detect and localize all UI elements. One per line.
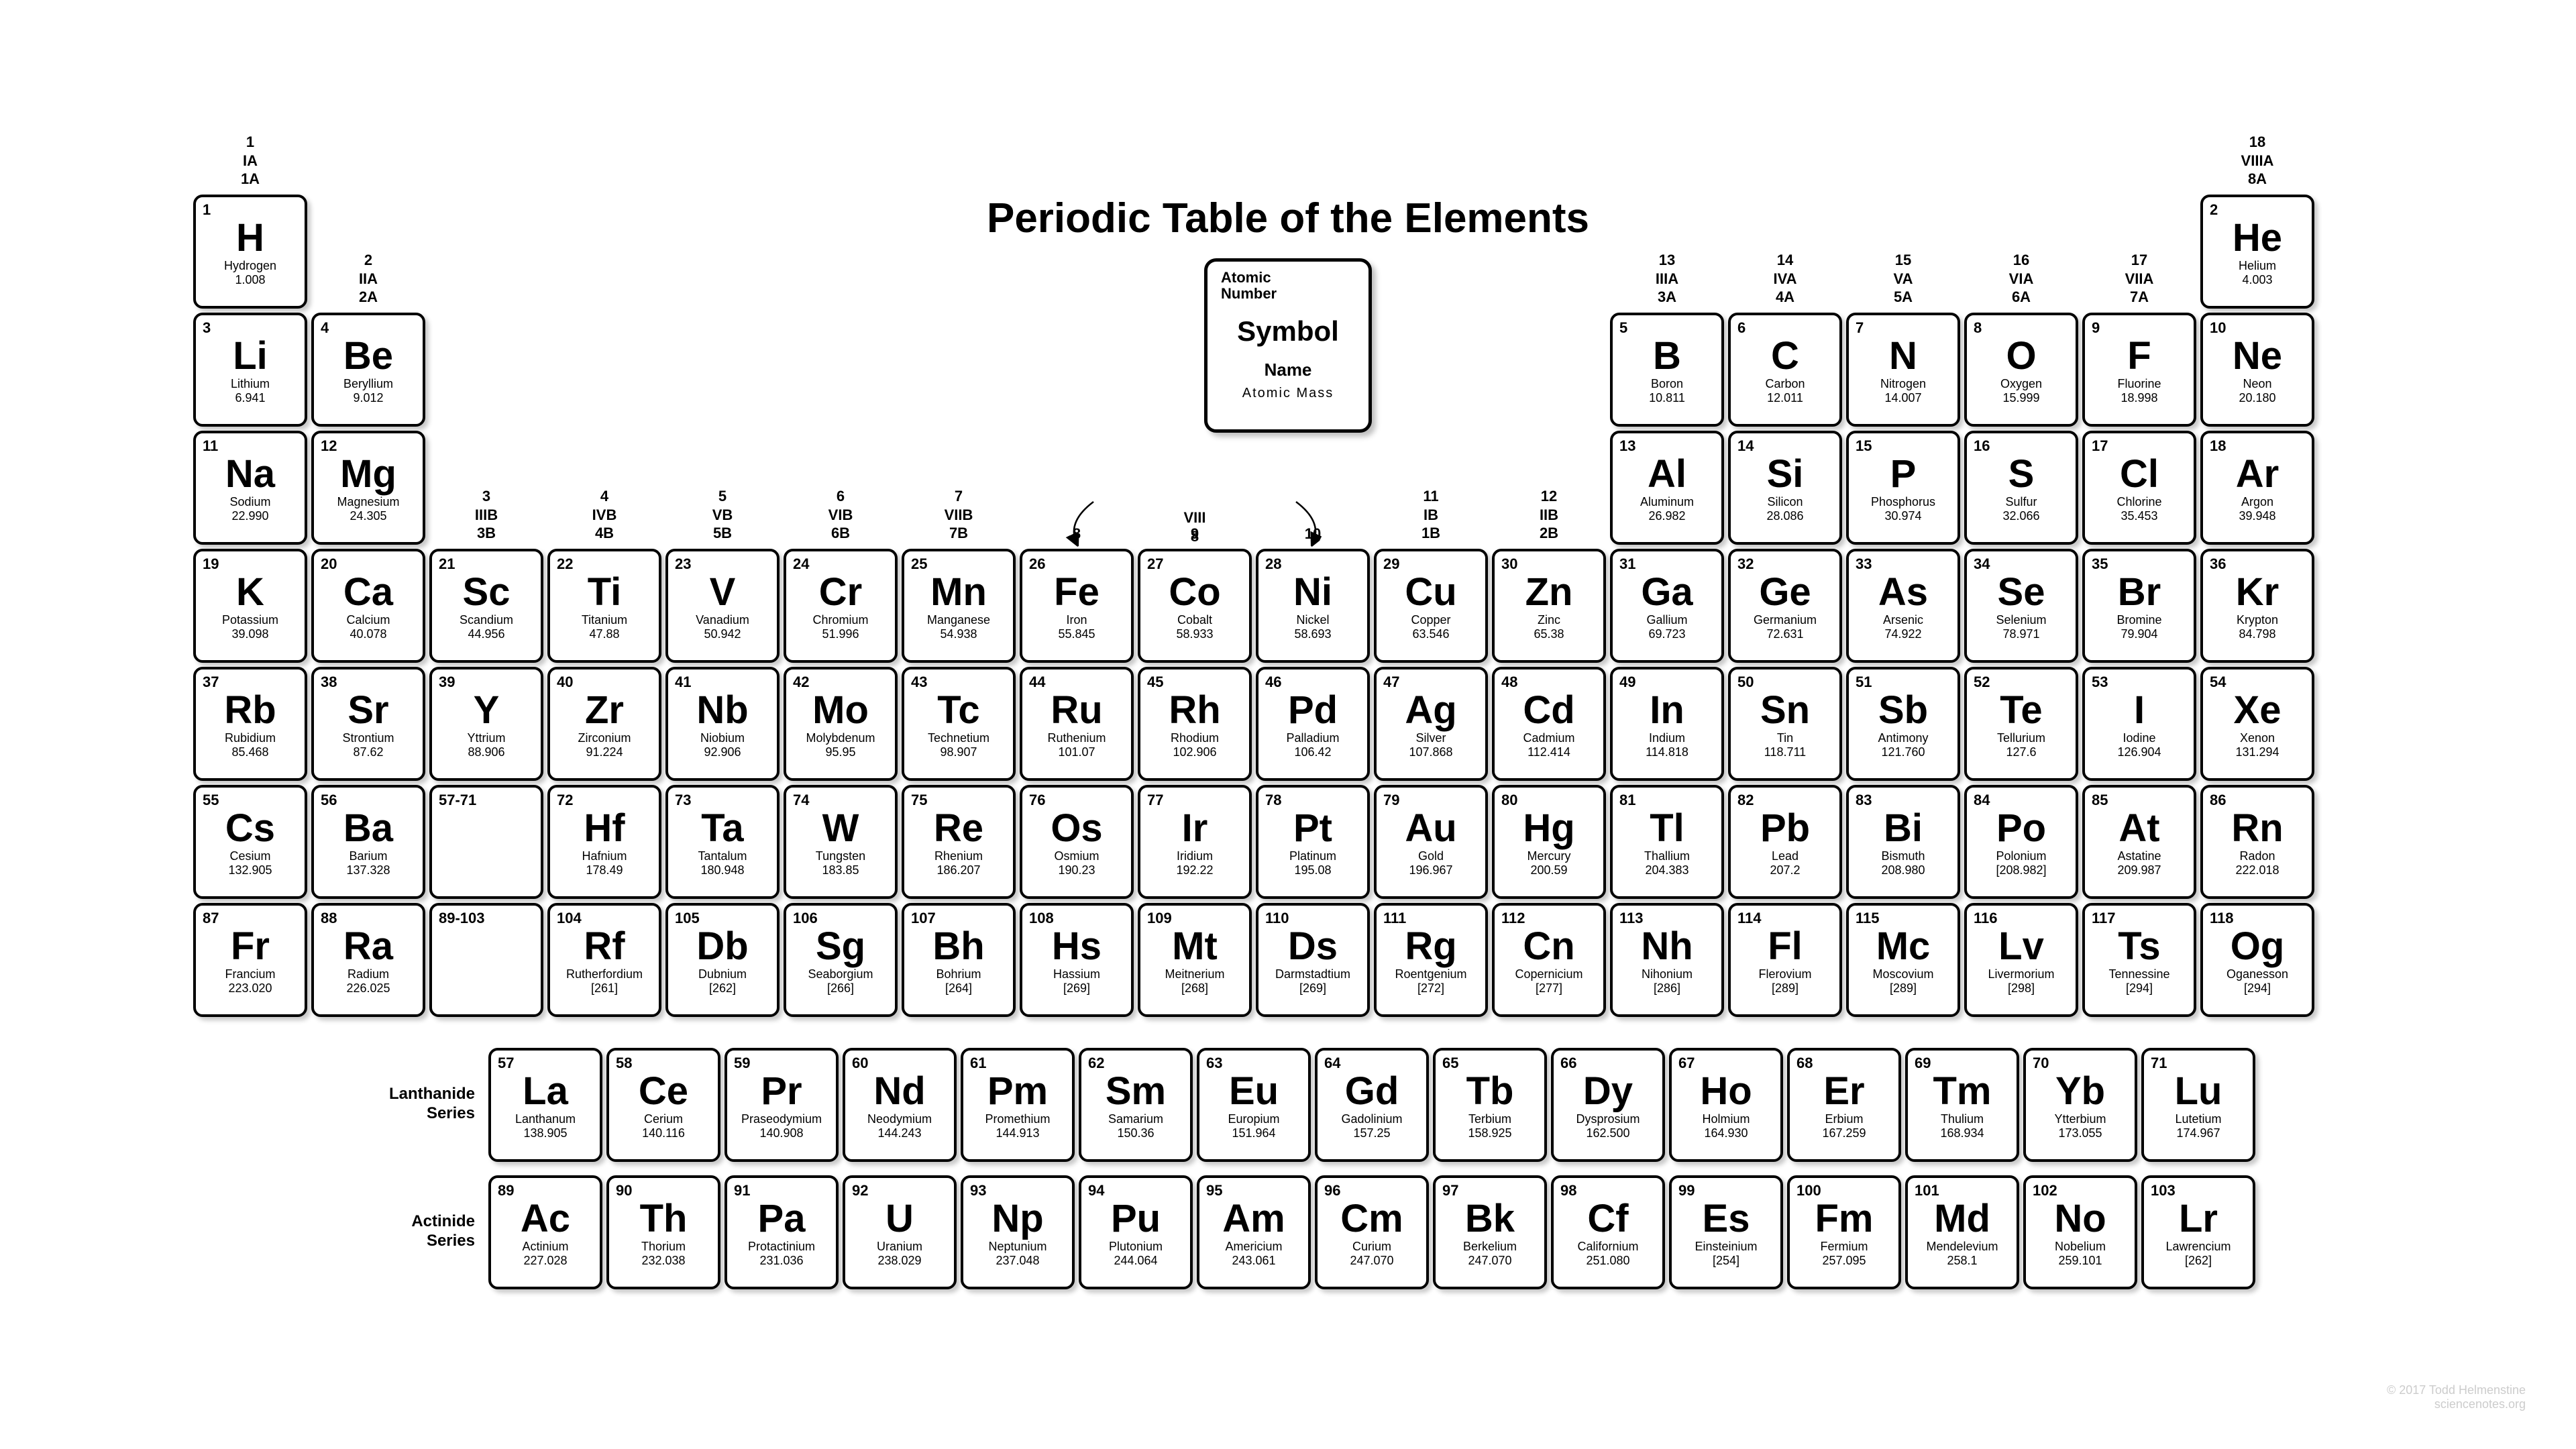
footer-line1: © 2017 Todd Helmenstine bbox=[2387, 1383, 2526, 1398]
lanthanide-series-label: Lanthanide Series bbox=[334, 1085, 475, 1124]
footer-line2: sciencenotes.org bbox=[2387, 1397, 2526, 1412]
actinide-series-label: Actinide Series bbox=[334, 1212, 475, 1251]
footer-credit: © 2017 Todd Helmenstine sciencenotes.org bbox=[2387, 1383, 2526, 1412]
